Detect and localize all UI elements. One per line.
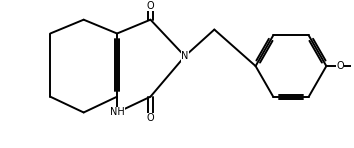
Text: O: O — [147, 113, 154, 123]
Text: O: O — [147, 1, 154, 11]
Text: N: N — [181, 51, 189, 61]
Text: NH: NH — [110, 107, 125, 118]
Text: O: O — [336, 61, 344, 71]
